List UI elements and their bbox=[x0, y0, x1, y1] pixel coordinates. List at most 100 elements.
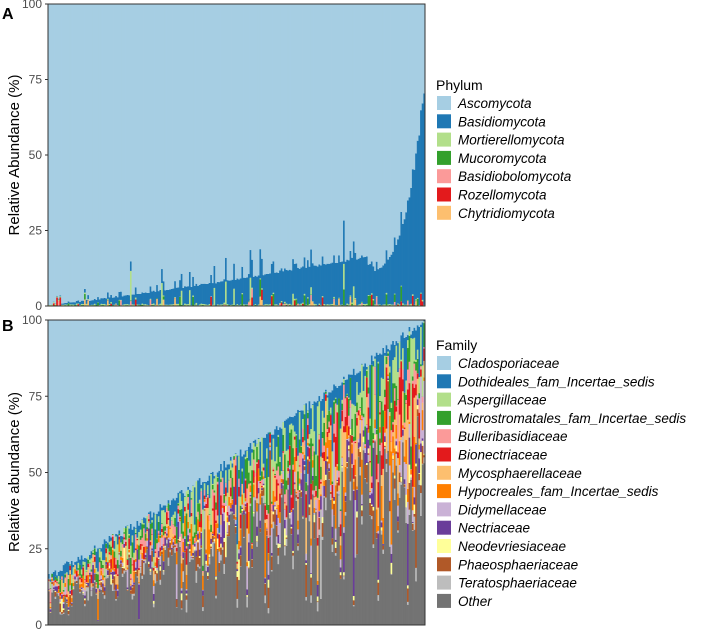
panel-b-bar-segment bbox=[384, 397, 387, 405]
panel-b-bar-segment bbox=[180, 320, 183, 490]
panel-b-bar-segment bbox=[367, 429, 370, 433]
panel-b-bar-segment bbox=[313, 507, 316, 513]
panel-b-bar-segment bbox=[180, 563, 183, 589]
panel-b-bar-segment bbox=[295, 320, 298, 414]
panel-b-bar-segment bbox=[190, 320, 193, 492]
panel-a-ytick-label: 0 bbox=[35, 299, 42, 313]
panel-a-bar-segment bbox=[326, 4, 329, 264]
panel-b-bar-segment bbox=[297, 550, 300, 625]
panel-b-bar-segment bbox=[275, 544, 278, 625]
panel-b-bar-segment bbox=[234, 526, 237, 528]
panel-b-bar-segment bbox=[264, 577, 267, 579]
panel-b-bar-segment bbox=[297, 490, 300, 497]
panel-b-bar-segment bbox=[369, 492, 372, 496]
panel-b-bar-segment bbox=[156, 538, 159, 540]
panel-b-bar-segment bbox=[208, 520, 211, 530]
panel-b-bar-segment bbox=[85, 572, 88, 576]
panel-b-bar-segment bbox=[134, 534, 137, 549]
panel-b-bar-segment bbox=[149, 541, 152, 546]
panel-b-bar-segment bbox=[188, 536, 191, 539]
panel-a-bar-segment bbox=[365, 4, 368, 257]
panel-b-bar-segment bbox=[241, 512, 244, 514]
panel-a-bar-segment bbox=[243, 277, 246, 305]
panel-a-bar-segment bbox=[311, 4, 314, 264]
panel-b-bar-segment bbox=[280, 428, 283, 472]
panel-a-bar-segment bbox=[88, 300, 91, 306]
panel-a-bar-segment bbox=[272, 261, 275, 293]
panel-b-bar-segment bbox=[167, 557, 170, 566]
panel-b-bar-segment bbox=[93, 573, 96, 575]
panel-b-bar-segment bbox=[87, 582, 90, 587]
panel-b-bar-segment bbox=[179, 493, 182, 510]
panel-b-bar-segment bbox=[90, 551, 93, 559]
panel-a-bar-segment bbox=[354, 299, 357, 306]
panel-b-legend-swatch bbox=[437, 557, 451, 572]
panel-b-bar-segment bbox=[156, 320, 159, 514]
panel-a-bar-segment bbox=[169, 289, 172, 305]
panel-b-bar-segment bbox=[128, 528, 131, 534]
panel-b-bar-segment bbox=[48, 591, 50, 625]
panel-b-bar-segment bbox=[347, 399, 350, 416]
panel-b-bar-segment bbox=[177, 513, 180, 522]
panel-b-bar-segment bbox=[252, 449, 255, 460]
panel-b-bar-segment bbox=[413, 361, 416, 364]
panel-b-bar-segment bbox=[254, 446, 257, 473]
panel-b-bar-segment bbox=[234, 527, 237, 534]
panel-a-bar-segment bbox=[318, 4, 321, 265]
panel-a-bar-segment bbox=[372, 299, 375, 301]
panel-b-bar-segment bbox=[100, 548, 103, 552]
panel-a-bar-segment bbox=[87, 300, 90, 306]
panel-b-bar-segment bbox=[356, 373, 359, 383]
panel-b-bar-segment bbox=[416, 373, 419, 379]
panel-b-bar-segment bbox=[190, 555, 193, 558]
panel-b-bar-segment bbox=[223, 505, 226, 513]
panel-b-bar-segment bbox=[116, 568, 119, 575]
panel-b-bar-segment bbox=[372, 361, 375, 367]
panel-b-bar-segment bbox=[75, 583, 78, 584]
panel-b-bar-segment bbox=[162, 526, 165, 536]
panel-b-bar-segment bbox=[49, 606, 52, 609]
panel-b-bar-segment bbox=[369, 364, 372, 419]
panel-b-bar-segment bbox=[323, 496, 326, 498]
panel-a-bar-segment bbox=[347, 260, 350, 305]
panel-b-bar-segment bbox=[359, 420, 362, 434]
panel-b-bar-segment bbox=[311, 467, 314, 476]
panel-b-bar-segment bbox=[334, 403, 337, 437]
panel-b-bar-segment bbox=[139, 567, 142, 574]
panel-b-bar-segment bbox=[266, 535, 268, 625]
panel-b-bar-segment bbox=[306, 485, 309, 625]
panel-a-bar-segment bbox=[80, 300, 83, 304]
panel-b-bar-segment bbox=[254, 476, 257, 497]
panel-b-bar-segment bbox=[315, 402, 318, 455]
panel-b-bar-segment bbox=[357, 320, 360, 373]
panel-b-bar-segment bbox=[115, 564, 118, 575]
panel-b-bar-segment bbox=[411, 523, 414, 531]
panel-a-bar-segment bbox=[103, 4, 106, 298]
panel-b-bar-segment bbox=[318, 529, 321, 535]
panel-b-bar-segment bbox=[247, 320, 250, 447]
panel-b-bar-segment bbox=[157, 535, 160, 543]
panel-b-bar-segment bbox=[408, 482, 411, 510]
panel-b-bar-segment bbox=[420, 320, 423, 325]
panel-b-bar-segment bbox=[244, 511, 247, 514]
panel-b-bar-segment bbox=[252, 484, 255, 498]
panel-b-bar-segment bbox=[190, 558, 193, 560]
panel-a-legend-swatch bbox=[437, 187, 451, 202]
panel-b-bar-segment bbox=[380, 401, 383, 443]
panel-a-bar-segment bbox=[329, 263, 332, 305]
panel-b-bar-segment bbox=[344, 397, 347, 399]
panel-b-bar-segment bbox=[367, 365, 370, 388]
panel-b-bar-segment bbox=[179, 519, 182, 522]
panel-b-bar-segment bbox=[285, 419, 288, 451]
panel-a-bar-segment bbox=[220, 281, 223, 305]
panel-a-bar-segment bbox=[395, 4, 398, 245]
panel-b-bar-segment bbox=[225, 496, 228, 501]
panel-a-bar-segment bbox=[123, 304, 126, 306]
panel-b-bar-segment bbox=[344, 515, 347, 625]
panel-b-bar-segment bbox=[247, 483, 250, 485]
panel-b-bar-segment bbox=[105, 320, 108, 542]
panel-b-bar-segment bbox=[423, 347, 426, 349]
panel-b-bar-segment bbox=[285, 505, 288, 518]
panel-b-bar-segment bbox=[67, 578, 70, 592]
panel-a-bar-segment bbox=[84, 299, 87, 306]
